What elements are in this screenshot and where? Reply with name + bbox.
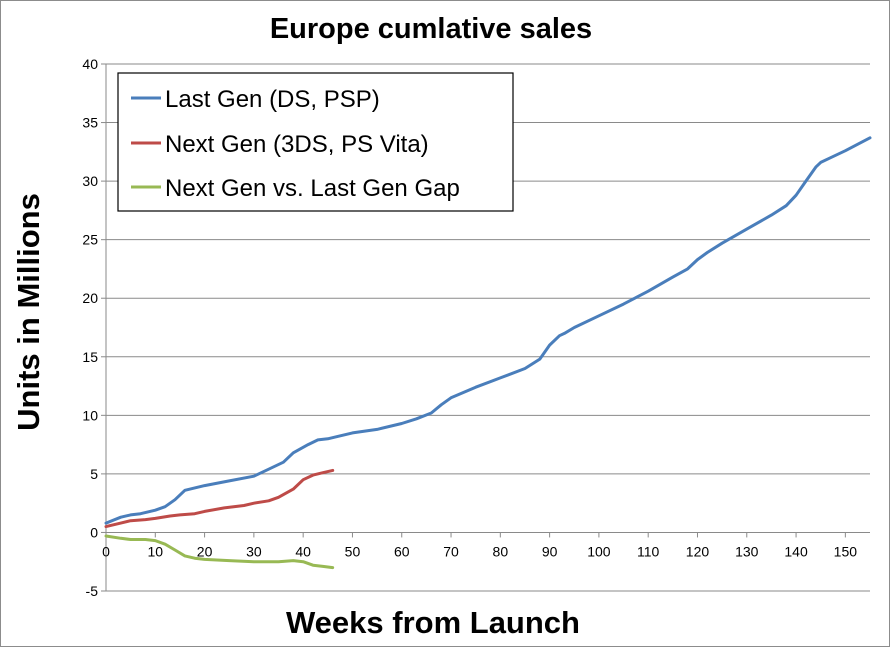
x-tick-label: 10 [148, 543, 164, 559]
x-tick-label: 100 [587, 543, 611, 559]
series-lines [104, 136, 872, 570]
legend-label-last-gen: Last Gen (DS, PSP) [165, 86, 380, 113]
x-tick-label: 90 [542, 543, 558, 559]
x-tick-label: 140 [784, 543, 808, 559]
y-tick-label: 40 [82, 56, 98, 72]
legend: Last Gen (DS, PSP) Next Gen (3DS, PS Vit… [117, 72, 514, 212]
y-tick-label: 25 [82, 232, 98, 248]
chart-title: Europe cumlative sales [270, 13, 592, 45]
x-tick-label: 60 [394, 543, 410, 559]
x-tick-label: 110 [637, 543, 660, 559]
x-tick-label: 0 [102, 543, 110, 559]
y-tick-label: 20 [82, 290, 98, 306]
x-tick-label: 120 [686, 543, 710, 559]
tick-labels: -5 0 5 10 15 20 25 30 35 40 0 10 20 30 40 50 60 70 80 90 100… [82, 56, 857, 599]
series-next-gen-line [104, 468, 335, 529]
x-tick-label: 50 [345, 543, 361, 559]
x-tick-label: 40 [295, 543, 311, 559]
legend-label-gap: Next Gen vs. Last Gen Gap [165, 175, 460, 202]
y-tick-label: 10 [82, 407, 98, 423]
legend-box [117, 72, 514, 212]
y-tick-label: 35 [82, 115, 98, 131]
x-tick-label: 30 [246, 543, 262, 559]
series-last-gen-line [104, 136, 872, 525]
x-axis-label: Weeks from Launch [286, 605, 580, 640]
x-tick-label: 150 [834, 543, 858, 559]
x-tick-label: 20 [197, 543, 213, 559]
legend-label-next-gen: Next Gen (3DS, PS Vita) [165, 131, 429, 158]
y-axis-label: Units in Millions [11, 193, 46, 431]
y-tick-label: -5 [86, 583, 99, 599]
x-tick-label: 70 [443, 543, 459, 559]
y-tick-label: 5 [90, 466, 98, 482]
y-tick-label: 15 [82, 349, 98, 365]
x-tick-label: 80 [493, 543, 509, 559]
series-gap-line [104, 534, 335, 570]
y-tick-label: 0 [90, 524, 98, 540]
x-tick-label: 130 [735, 543, 759, 559]
y-tick-label: 30 [82, 173, 98, 189]
